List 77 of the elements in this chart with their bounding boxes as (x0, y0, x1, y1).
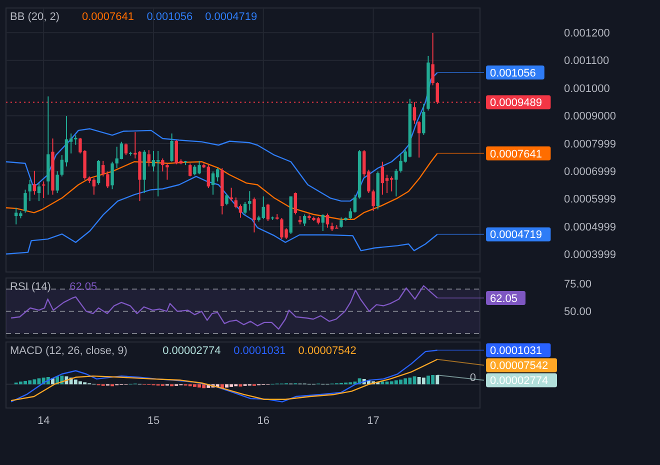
bar (380, 382, 384, 384)
candlestick (321, 214, 325, 232)
legend-label: 0.0001031 (490, 345, 542, 358)
y-tick-label: 0.001000 (564, 82, 610, 95)
candlestick (243, 201, 247, 215)
candlestick (417, 120, 421, 158)
candlestick (170, 132, 174, 162)
candlestick (166, 162, 169, 180)
candlestick (394, 168, 398, 197)
candlestick (56, 170, 59, 194)
candlestick (124, 142, 128, 156)
x-tick-label: 15 (147, 415, 160, 427)
candlestick (147, 150, 151, 167)
bar (238, 384, 242, 387)
candlestick (188, 162, 192, 177)
candlestick (252, 196, 256, 233)
candlestick (102, 160, 105, 177)
legend-label: 0.001056 (490, 67, 536, 80)
x-tick-label: 17 (367, 415, 380, 427)
x-tick-label: 16 (257, 415, 270, 427)
candlestick (37, 182, 41, 202)
candlestick (28, 179, 32, 202)
annotation: 62.05 (70, 281, 98, 293)
legend-label: 0.00002774 (490, 375, 548, 388)
candlestick (234, 196, 238, 209)
y-tick-label: 50.00 (564, 306, 592, 318)
candlestick (340, 216, 343, 228)
candlestick (372, 189, 375, 212)
legend-label: 0.0004719 (490, 229, 542, 242)
ref-line-label: 0.0009489 (490, 97, 542, 110)
candlestick (32, 170, 36, 196)
candlestick (225, 194, 228, 206)
bar (422, 378, 426, 384)
candlestick (106, 170, 110, 189)
candlestick (120, 141, 124, 160)
legend-label: 0.00007542 (490, 360, 548, 372)
annotation: 0.001056 (146, 11, 193, 23)
candlestick (230, 187, 233, 202)
candlestick (422, 103, 426, 136)
annotation: 0.0004719 (205, 11, 258, 23)
y-tick-label: 0.0007999 (564, 138, 616, 150)
x-tick-label: 14 (37, 415, 50, 427)
y-tick-label: 0.001200 (564, 28, 610, 40)
candlestick (96, 160, 100, 186)
candlestick (238, 204, 242, 218)
candlestick (248, 190, 252, 211)
chart-title: RSI (14) (10, 281, 51, 293)
candlestick (152, 150, 156, 172)
annotation: 0.00007542 (298, 345, 356, 357)
legend-label: 0.0007641 (490, 148, 542, 160)
y-tick-label: 0.0005999 (564, 194, 616, 206)
candlestick (326, 213, 330, 228)
candlestick (110, 161, 114, 190)
bar (436, 375, 440, 384)
annotation: 0.0007641 (82, 11, 134, 23)
candlestick (431, 32, 434, 86)
y-tick-label: 75.00 (564, 278, 592, 290)
legend-label: 62.05 (490, 292, 518, 305)
candlestick (92, 178, 96, 196)
candlestick (161, 158, 164, 172)
candlestick (24, 189, 27, 214)
candlestick (266, 203, 270, 222)
annotation: 0.0001031 (234, 345, 286, 357)
chart-title: MACD (12, 26, close, 9) (10, 345, 128, 357)
candlestick (303, 214, 306, 227)
annotation: 0.00002774 (162, 345, 221, 357)
y-tick-label: 0.0004999 (564, 221, 616, 234)
y-tick-label: 0.0003999 (564, 249, 616, 262)
candlestick (216, 168, 220, 182)
candlestick (380, 161, 384, 196)
chart-title: BB (20, 2) (10, 11, 60, 23)
y-tick-label: 0.001100 (564, 55, 610, 68)
y-tick-label: 0.0006999 (564, 166, 616, 178)
candlestick (211, 170, 215, 196)
candlestick (294, 192, 298, 215)
candlestick (206, 164, 210, 189)
y-tick-label: 0.0009000 (564, 110, 616, 123)
